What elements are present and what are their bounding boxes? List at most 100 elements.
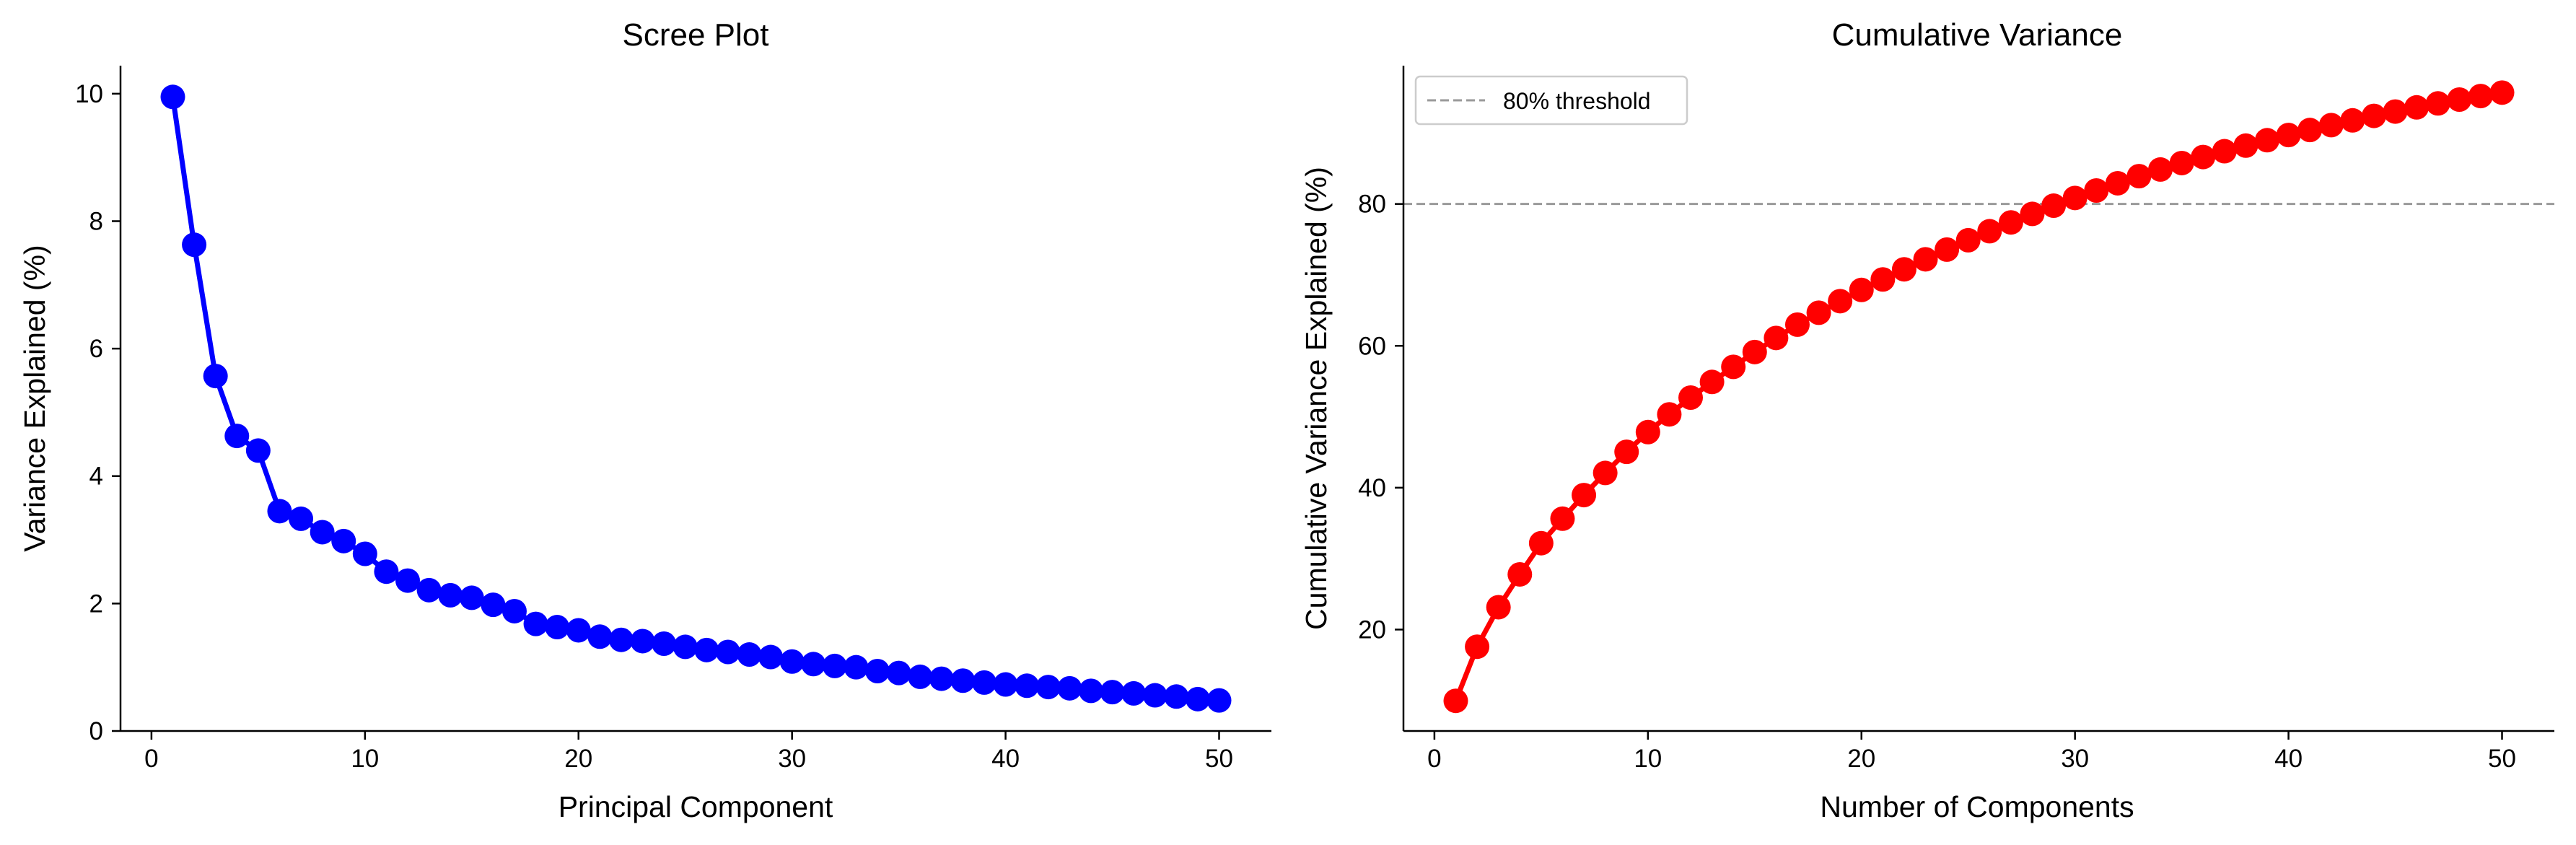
scree-data-point xyxy=(886,660,911,686)
scree-data-point xyxy=(459,585,484,610)
cumulative-axes-ticks: 0 10 20 30 40 50 20 40 60 80 xyxy=(1358,191,2516,773)
scree-data-point xyxy=(374,559,399,585)
cumulative-data-point xyxy=(2233,133,2259,158)
cumulative-data-point xyxy=(1998,210,2023,235)
cumulative-data-point xyxy=(2318,113,2344,138)
scree-data-point xyxy=(416,577,442,603)
cumulative-data-point xyxy=(1614,439,1639,465)
scree-data-point xyxy=(182,232,207,258)
cumulative-data-point xyxy=(2276,123,2301,148)
scree-data-point xyxy=(395,568,421,593)
cumulative-data-point xyxy=(1550,506,1575,531)
cumulative-data-point xyxy=(1528,530,1554,556)
cumulative-y-tick-label: 40 xyxy=(1358,474,1386,502)
scree-y-tick-label: 8 xyxy=(89,207,103,235)
scree-series-line xyxy=(170,96,1219,704)
scree-data-point xyxy=(608,627,634,652)
cumulative-data-point xyxy=(1486,595,1511,620)
scree-data-point xyxy=(587,624,613,649)
scree-data-point xyxy=(545,615,570,640)
cumulative-data-point xyxy=(2404,95,2430,120)
cumulative-x-tick-label: 0 xyxy=(1427,745,1441,773)
cumulative-data-point xyxy=(1913,247,1938,272)
scree-x-tick-label: 30 xyxy=(778,745,806,773)
cumulative-x-axis-label: Number of Components xyxy=(1820,790,2134,823)
scree-data-point xyxy=(1206,688,1232,713)
cumulative-data-point xyxy=(1699,369,1725,395)
scree-data-point xyxy=(737,642,762,667)
scree-data-point xyxy=(673,634,698,660)
scree-data-point xyxy=(822,653,847,678)
cumulative-data-point xyxy=(1935,237,1960,262)
scree-plot-title: Scree Plot xyxy=(623,17,769,53)
scree-data-point xyxy=(523,611,548,636)
scree-data-point xyxy=(1121,680,1147,706)
cumulative-data-point xyxy=(2020,201,2045,227)
cumulative-x-tick-label: 40 xyxy=(2274,745,2303,773)
cumulative-plot-title: Cumulative Variance xyxy=(1832,17,2123,53)
scree-data-point xyxy=(1015,673,1040,699)
cumulative-data-point xyxy=(2425,91,2450,116)
scree-data-point xyxy=(715,639,740,665)
legend-threshold-label: 80% threshold xyxy=(1503,88,1651,114)
scree-data-point xyxy=(1035,675,1061,700)
cumulative-data-point xyxy=(1955,227,1981,253)
cumulative-data-point xyxy=(2169,150,2194,175)
cumulative-data-point xyxy=(2191,144,2216,170)
cumulative-y-tick-label: 20 xyxy=(1358,616,1386,644)
scree-y-axis-label: Variance Explained (%) xyxy=(18,245,51,551)
scree-data-point xyxy=(1185,686,1210,712)
scree-data-point xyxy=(566,618,591,643)
scree-data-point xyxy=(630,629,655,654)
cumulative-data-point xyxy=(1764,325,1789,351)
scree-data-point xyxy=(652,631,677,657)
scree-data-point xyxy=(694,637,719,662)
scree-y-tick-label: 4 xyxy=(89,463,103,491)
scree-data-point xyxy=(950,668,976,693)
scree-data-point xyxy=(481,592,506,618)
legend: 80% threshold xyxy=(1414,75,1688,126)
cumulative-data-point xyxy=(2254,128,2279,153)
scree-data-point xyxy=(971,670,996,695)
cumulative-y-tick-label: 80 xyxy=(1358,191,1386,219)
cumulative-y-tick-label: 60 xyxy=(1358,332,1386,360)
scree-data-point xyxy=(267,499,292,524)
cumulative-data-point xyxy=(2297,118,2323,143)
cumulative-data-point xyxy=(1465,634,1490,660)
scree-data-point xyxy=(1057,675,1082,701)
scree-data-point xyxy=(865,658,890,683)
cumulative-data-point xyxy=(1507,561,1533,587)
scree-data-point xyxy=(289,506,314,531)
cumulative-data-point xyxy=(2361,103,2386,128)
scree-y-tick-label: 2 xyxy=(89,590,103,618)
scree-x-tick-label: 10 xyxy=(351,745,379,773)
scree-series-points xyxy=(160,84,1232,713)
cumulative-data-point xyxy=(1657,402,1682,427)
legend-box xyxy=(1414,75,1688,126)
cumulative-data-point xyxy=(1635,419,1660,445)
scree-x-axis-label: Principal Component xyxy=(558,790,833,823)
cumulative-data-point xyxy=(1891,257,1916,282)
scree-plot-panel: Scree Plot 0 10 20 30 40 50 0 2 4 6 8 10 Principal … xyxy=(18,17,1271,823)
cumulative-data-point xyxy=(2105,170,2130,196)
cumulative-data-point xyxy=(2340,108,2365,133)
scree-x-tick-label: 0 xyxy=(144,745,158,773)
cumulative-data-point xyxy=(2062,185,2087,211)
cumulative-data-point xyxy=(1828,289,1853,314)
cumulative-data-point xyxy=(1870,267,1896,292)
cumulative-data-point xyxy=(1593,460,1618,486)
scree-data-point xyxy=(352,541,377,566)
scree-x-tick-label: 20 xyxy=(564,745,592,773)
scree-data-point xyxy=(245,438,271,463)
scree-data-point xyxy=(908,664,933,689)
cumulative-x-tick-label: 10 xyxy=(1634,745,1662,773)
cumulative-data-point xyxy=(2489,80,2515,105)
scree-data-point xyxy=(438,582,463,608)
cumulative-series-line xyxy=(1453,89,2503,702)
cumulative-data-point xyxy=(1806,300,1831,325)
cumulative-data-point xyxy=(2126,164,2152,189)
cumulative-data-point xyxy=(2041,193,2067,219)
scree-data-point xyxy=(993,672,1018,697)
cumulative-y-axis-label: Cumulative Variance Explained (%) xyxy=(1300,167,1333,630)
scree-data-point xyxy=(929,666,954,691)
